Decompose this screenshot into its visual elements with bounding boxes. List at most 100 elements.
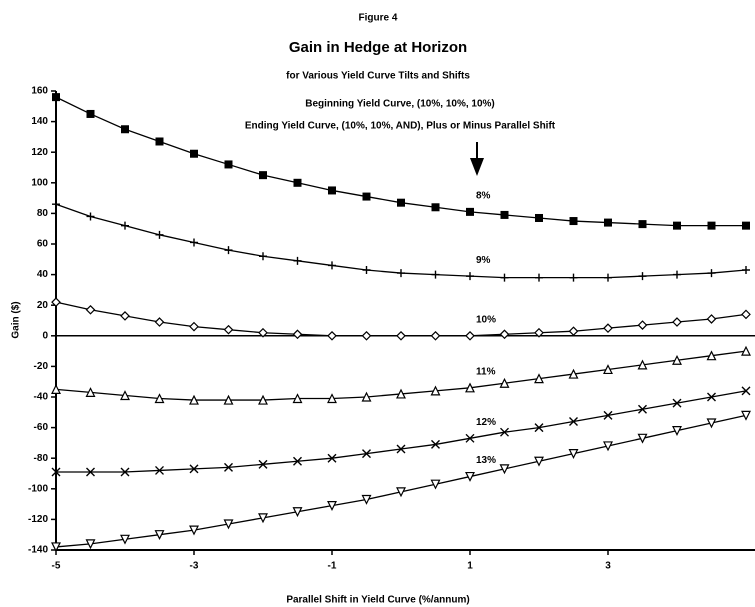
marker: [741, 345, 751, 356]
marker: [430, 385, 441, 396]
marker: [706, 350, 717, 361]
marker: [328, 261, 336, 270]
marker: [85, 539, 96, 550]
marker: [500, 273, 509, 282]
marker: [52, 93, 60, 102]
marker: [155, 230, 164, 239]
marker: [327, 501, 337, 511]
y-tick-label: 0: [42, 330, 48, 341]
marker: [673, 270, 681, 279]
marker: [51, 384, 61, 394]
marker: [327, 393, 337, 404]
marker: [534, 423, 544, 433]
marker: [121, 125, 129, 134]
marker: [706, 418, 717, 429]
marker: [154, 530, 165, 541]
y-tick-label: -100: [28, 483, 48, 494]
marker: [500, 427, 509, 437]
marker: [362, 192, 371, 201]
marker: [500, 210, 509, 219]
marker: [465, 382, 475, 393]
marker: [741, 386, 751, 396]
marker: [499, 377, 510, 388]
marker: [673, 221, 681, 230]
marker: [431, 203, 440, 212]
series-line: [55, 203, 747, 279]
marker: [51, 297, 61, 307]
marker: [568, 449, 579, 459]
marker: [52, 200, 60, 209]
marker: [362, 449, 371, 459]
marker: [86, 212, 95, 221]
marker: [637, 320, 648, 330]
marker: [190, 238, 198, 247]
marker: [396, 330, 406, 341]
marker: [638, 220, 647, 229]
marker: [361, 494, 372, 505]
marker: [327, 330, 337, 341]
annotation: Beginning Yield Curve, (10%, 10%, 10%): [305, 99, 495, 110]
marker: [604, 218, 612, 227]
marker: [741, 410, 751, 421]
marker: [154, 317, 165, 327]
marker: [569, 273, 578, 282]
x-tick-label: 1: [467, 561, 473, 572]
marker: [603, 364, 613, 375]
marker: [603, 410, 613, 420]
marker: [603, 441, 613, 452]
marker: [638, 404, 647, 414]
marker: [86, 109, 95, 118]
marker: [430, 479, 441, 490]
marker: [258, 459, 268, 469]
y-tick-label: 80: [37, 208, 49, 219]
marker: [120, 467, 130, 477]
x-tick-label: -5: [52, 561, 61, 572]
marker: [292, 507, 303, 518]
marker: [396, 444, 406, 454]
series-label: 10%: [476, 314, 496, 325]
marker: [292, 393, 303, 404]
marker: [499, 464, 510, 475]
marker: [328, 186, 336, 195]
marker: [396, 388, 406, 399]
marker: [223, 394, 234, 405]
marker: [706, 314, 717, 324]
marker: [258, 327, 268, 338]
y-tick-label: 60: [37, 239, 49, 250]
marker: [534, 456, 544, 467]
marker: [707, 269, 716, 278]
y-tick-label: 120: [31, 147, 48, 158]
marker: [223, 324, 234, 335]
marker: [568, 368, 579, 379]
marker: [672, 398, 682, 408]
marker: [466, 207, 474, 216]
x-tick-label: -3: [190, 561, 199, 572]
marker: [534, 327, 544, 338]
marker: [190, 149, 198, 158]
marker: [224, 160, 233, 169]
marker: [258, 394, 268, 405]
marker: [292, 329, 303, 340]
marker: [637, 433, 648, 444]
chart-title: Gain in Hedge at Horizon: [289, 39, 467, 56]
marker: [672, 426, 682, 437]
marker: [224, 462, 233, 472]
marker: [741, 309, 751, 320]
x-tick-label: 3: [605, 561, 611, 572]
marker: [742, 221, 750, 230]
y-tick-label: 140: [31, 116, 48, 127]
marker: [189, 321, 199, 332]
marker: [569, 416, 578, 426]
marker: [154, 393, 165, 404]
chart-subtitle: for Various Yield Curve Tilts and Shifts: [286, 71, 470, 82]
y-tick-label: -80: [34, 453, 49, 464]
marker: [672, 354, 682, 365]
marker: [189, 394, 199, 405]
annotation: Ending Yield Curve, (10%, 10%, AND), Plu…: [245, 121, 556, 132]
y-tick-label: 20: [37, 300, 49, 311]
marker: [85, 387, 96, 398]
marker: [742, 266, 750, 275]
marker: [361, 391, 372, 402]
y-tick-label: -40: [34, 392, 49, 403]
marker: [397, 269, 405, 278]
